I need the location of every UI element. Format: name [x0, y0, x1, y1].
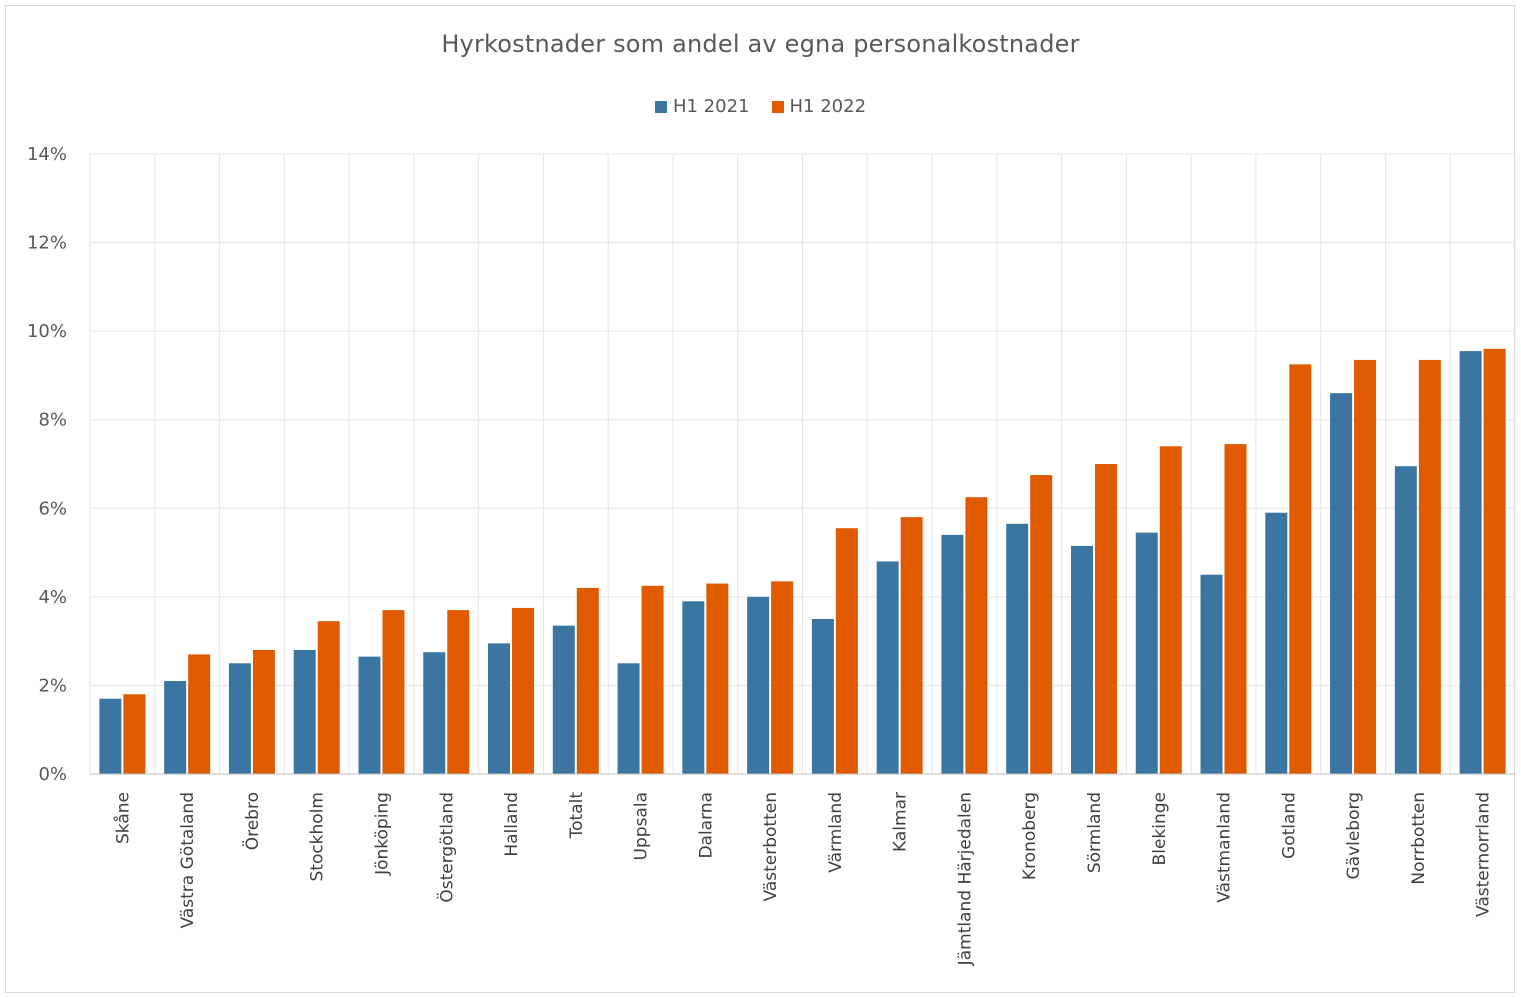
bar-h1-2022	[1094, 464, 1117, 774]
x-category-label: Gävleborg	[1344, 792, 1364, 880]
bar-h1-2021	[747, 596, 770, 774]
bar-h1-2021	[164, 681, 187, 774]
x-category-label: Sörmland	[1085, 792, 1105, 873]
bar-h1-2022	[576, 588, 599, 774]
bar-h1-2022	[1030, 475, 1053, 774]
x-category-label: Gotland	[1279, 792, 1299, 859]
y-tick-label: 6%	[38, 498, 67, 519]
bar-h1-2022	[706, 583, 729, 774]
bar-h1-2021	[1459, 351, 1482, 774]
legend-label-h1-2021: H1 2021	[672, 96, 750, 117]
x-category-label: Örebro	[241, 792, 263, 850]
bar-h1-2021	[293, 650, 316, 774]
y-tick-label: 8%	[38, 410, 67, 431]
bar-h1-2021	[941, 534, 964, 774]
bar-h1-2021	[552, 625, 575, 774]
legend-swatch-h1-2021	[654, 100, 667, 113]
bar-h1-2022	[188, 654, 211, 774]
bar-h1-2021	[1330, 393, 1353, 774]
x-category-label: Uppsala	[632, 792, 652, 860]
x-category-label: Västra Götaland	[178, 792, 198, 928]
y-axis-ticks: 0% 2% 4% 6% 8% 10% 12% 14%	[27, 144, 67, 785]
x-category-label: Västernorrland	[1474, 792, 1494, 917]
bar-h1-2022	[835, 528, 858, 774]
bar-h1-2021	[1135, 532, 1158, 774]
bar-h1-2021	[1070, 545, 1093, 774]
bar-h1-2022	[641, 585, 664, 774]
bar-h1-2022	[1159, 446, 1182, 774]
x-category-label: Dalarna	[696, 792, 716, 859]
x-category-label: Norrbotten	[1409, 792, 1429, 885]
bar-h1-2021	[811, 619, 834, 774]
bar-h1-2022	[1289, 364, 1312, 774]
x-category-label: Halland	[502, 792, 522, 857]
legend-item-h1-2021: H1 2021	[654, 96, 750, 117]
bar-h1-2021	[682, 601, 705, 774]
y-tick-label: 10%	[27, 321, 67, 342]
bar-h1-2021	[358, 656, 381, 774]
chart-title: Hyrkostnader som andel av egna personalk…	[441, 30, 1080, 58]
legend: H1 2021 H1 2022	[0, 96, 1521, 117]
y-tick-label: 2%	[38, 675, 67, 696]
bar-h1-2022	[252, 650, 275, 774]
bar-h1-2021	[423, 652, 446, 774]
bar-h1-2022	[771, 581, 794, 774]
bars	[99, 348, 1506, 774]
x-category-label: Östergötland	[435, 792, 457, 903]
legend-label-h1-2022: H1 2022	[789, 96, 867, 117]
bar-h1-2021	[228, 663, 251, 774]
bar-h1-2022	[1483, 348, 1506, 774]
legend-item-h1-2022: H1 2022	[771, 96, 867, 117]
bar-h1-2021	[488, 643, 511, 774]
x-category-label: Kronoberg	[1020, 792, 1040, 880]
x-category-label: Stockholm	[308, 792, 328, 882]
x-category-label: Värmland	[826, 792, 846, 873]
x-category-label: Kalmar	[891, 792, 911, 852]
x-category-label: Jämtland Härjedalen	[955, 792, 975, 966]
x-category-label: Jönköping	[372, 792, 392, 876]
bar-h1-2021	[617, 663, 640, 774]
bar-h1-2022	[1418, 359, 1441, 774]
bar-h1-2022	[1224, 444, 1247, 774]
bar-h1-2022	[317, 621, 340, 774]
bar-h1-2021	[876, 561, 899, 774]
x-category-label: Västerbotten	[761, 792, 781, 901]
bar-h1-2022	[900, 517, 923, 774]
x-axis-categories: Skåne Västra Götaland Örebro Stockholm Jönkö…	[112, 792, 1493, 967]
bar-h1-2021	[1265, 512, 1288, 774]
bar-h1-2021	[1006, 523, 1029, 774]
bar-h1-2022	[382, 610, 405, 774]
x-category-label: Västmanland	[1215, 792, 1235, 903]
bar-h1-2022	[512, 607, 535, 774]
bar-h1-2021	[99, 698, 122, 774]
y-tick-label: 14%	[27, 144, 67, 165]
bar-h1-2022	[123, 694, 146, 774]
y-tick-label: 4%	[38, 587, 67, 608]
bar-h1-2021	[1200, 574, 1223, 774]
bar-h1-2021	[1394, 466, 1417, 774]
bar-h1-2022	[1354, 359, 1377, 774]
x-category-label: Totalt	[567, 792, 587, 840]
x-category-label: Blekinge	[1150, 792, 1170, 865]
y-tick-label: 0%	[38, 764, 67, 785]
chart-frame	[5, 5, 1515, 993]
bar-h1-2022	[447, 610, 470, 774]
legend-swatch-h1-2022	[771, 100, 784, 113]
x-category-label: Skåne	[112, 792, 133, 844]
y-tick-label: 12%	[27, 233, 67, 254]
bar-h1-2022	[965, 497, 988, 774]
